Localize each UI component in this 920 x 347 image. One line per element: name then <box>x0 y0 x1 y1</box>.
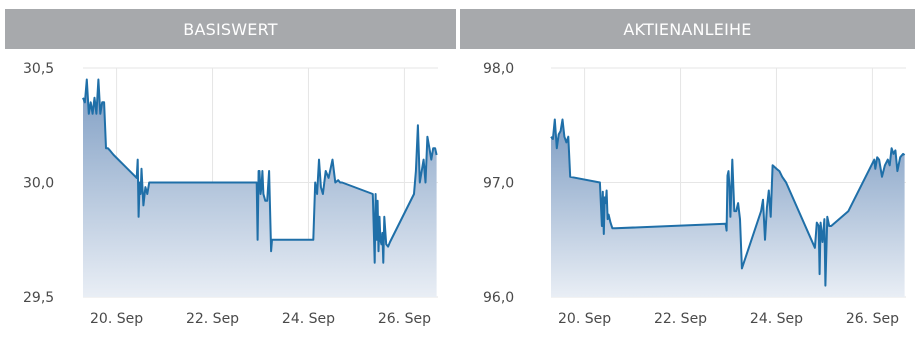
tab-aktienanleihe[interactable]: AKTIENANLEIHE <box>460 9 915 49</box>
x-tick-label: 20. Sep <box>90 311 143 327</box>
x-tick-label: 24. Sep <box>750 311 803 327</box>
tab-basiswert[interactable]: BASISWERT <box>5 9 456 49</box>
y-tick-label: 98,0 <box>483 61 514 77</box>
y-tick-label: 29,5 <box>23 290 54 306</box>
series-line <box>82 78 438 264</box>
x-tick-label: 20. Sep <box>558 311 611 327</box>
tab-basiswert-label: BASISWERT <box>183 19 278 39</box>
x-tick-label: 26. Sep <box>378 311 431 327</box>
y-tick-label: 96,0 <box>483 290 514 306</box>
basiswert-chart: 29,5 30,0 30,5 20. Sep 22. Sep 24. Sep 26. Sep <box>23 61 438 327</box>
x-tick-label: 22. Sep <box>186 311 239 327</box>
tab-aktienanleihe-label: AKTIENANLEIHE <box>623 19 752 39</box>
series-line <box>550 118 906 287</box>
y-tick-label: 97,0 <box>483 176 514 192</box>
y-tick-label: 30,0 <box>23 176 54 192</box>
aktienanleihe-chart: 96,0 97,0 98,0 20. Sep 22. Sep 24. Sep 26. Sep <box>483 61 906 327</box>
x-tick-label: 26. Sep <box>846 311 899 327</box>
x-tick-label: 22. Sep <box>654 311 707 327</box>
x-tick-label: 24. Sep <box>282 311 335 327</box>
y-tick-label: 30,5 <box>23 61 54 77</box>
